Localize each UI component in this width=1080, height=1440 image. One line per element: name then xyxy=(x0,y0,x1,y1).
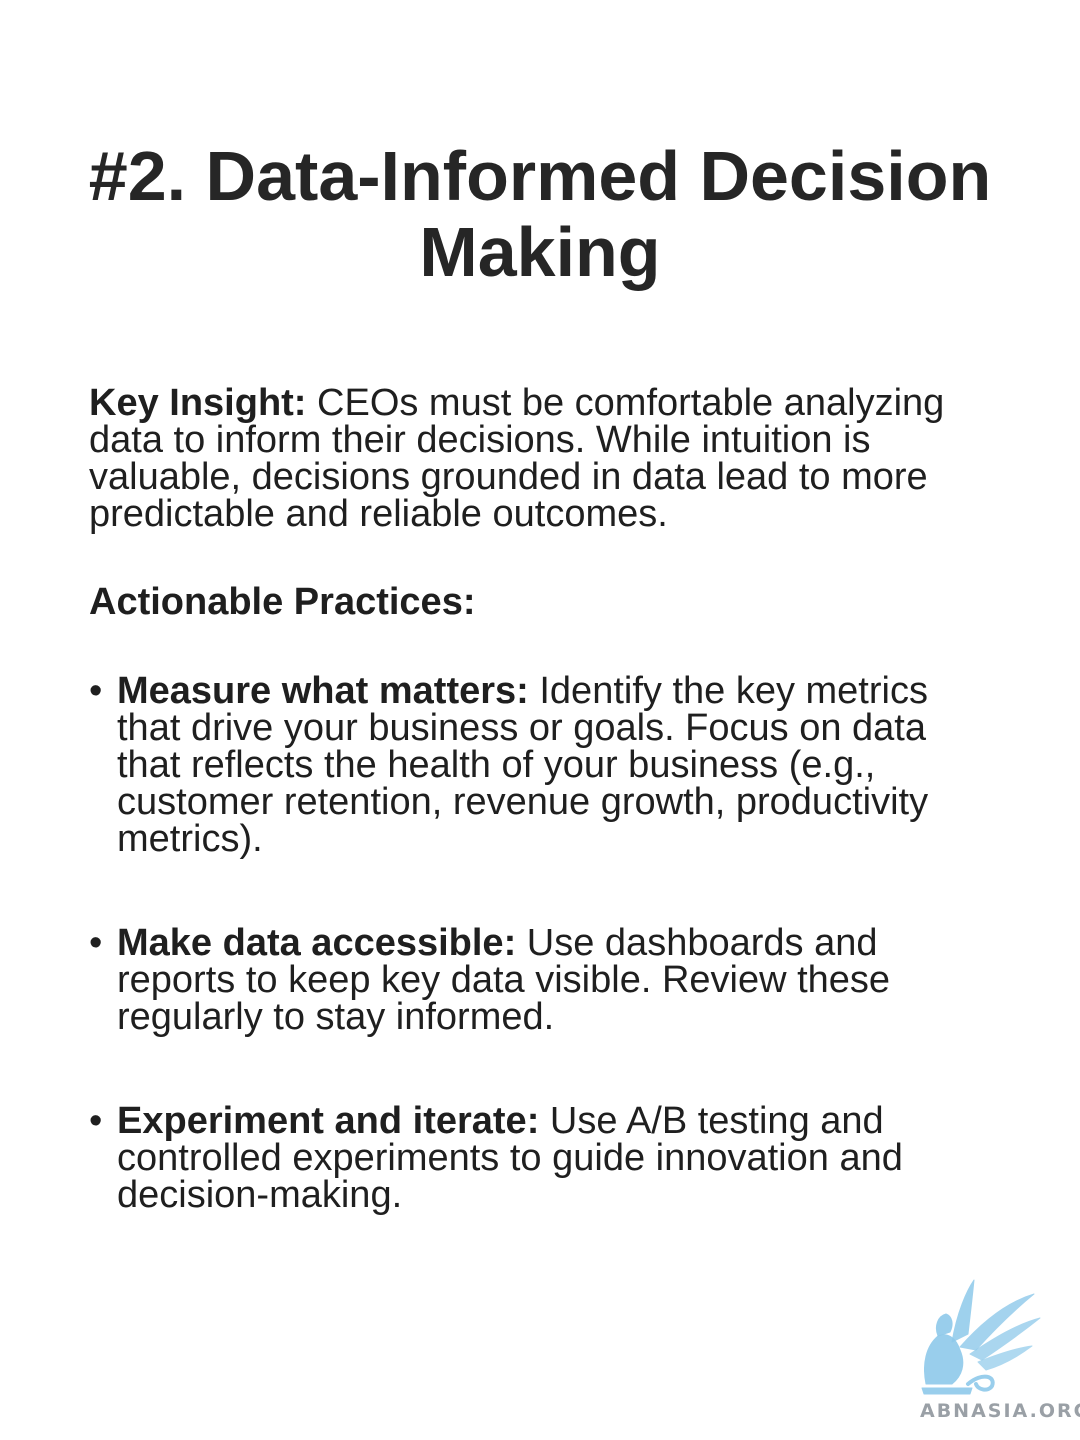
key-insight-text: CEOs must be comfortable analyzing data … xyxy=(89,382,945,535)
practice-item-experiment: • Experiment and iterate: Use A/B testin… xyxy=(89,1100,969,1216)
practice-item-measure: • Measure what matters: Identify the key… xyxy=(89,670,969,860)
practice-item-accessible: • Make data accessible: Use dashboards a… xyxy=(89,922,969,1038)
bullet-marker: • xyxy=(89,922,103,964)
practice-label: Experiment and iterate: xyxy=(117,1100,540,1142)
practices-heading: Actionable Practices: xyxy=(89,581,476,623)
bullet-marker: • xyxy=(89,1100,103,1142)
practice-text: Use dashboards and reports to keep key d… xyxy=(117,922,891,1038)
griffin-logo-icon xyxy=(912,1272,1072,1422)
practice-label: Measure what matters: xyxy=(117,670,529,712)
key-insight-label: Key Insight: xyxy=(89,382,307,424)
page-title: #2. Data-Informed Decision Making xyxy=(88,137,992,291)
bullet-marker: • xyxy=(89,670,103,712)
practice-label: Make data accessible: xyxy=(117,922,517,964)
practice-text: Identify the key metrics that drive your… xyxy=(117,670,929,860)
practice-text: Use A/B testing and controlled experimen… xyxy=(117,1100,903,1216)
logo-text: ABNASIA.ORG xyxy=(920,1400,1080,1422)
key-insight-paragraph: Key Insight: CEOs must be comfortable an… xyxy=(89,382,994,535)
